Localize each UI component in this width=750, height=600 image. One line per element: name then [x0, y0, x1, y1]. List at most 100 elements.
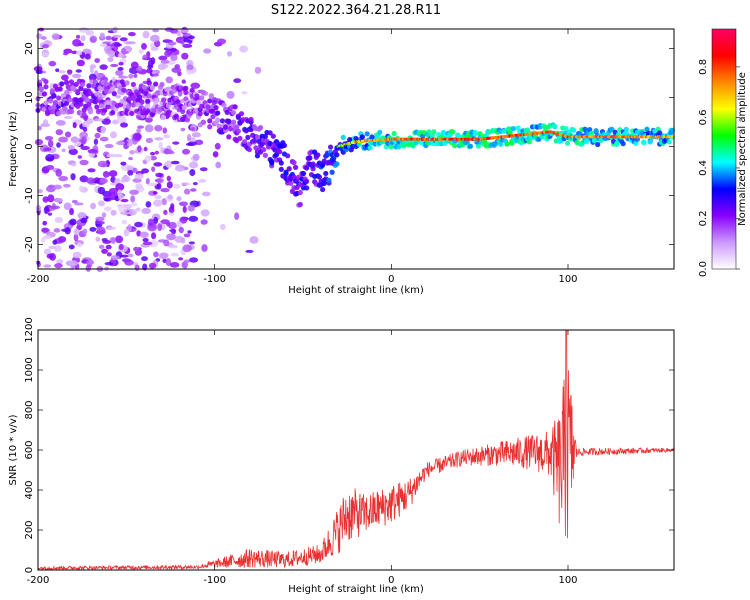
spectrogram-cell — [142, 237, 149, 243]
spectrogram-cell — [182, 148, 191, 155]
spectrogram-cell — [200, 219, 208, 225]
spectrogram-y-tick-label: 10 — [24, 91, 35, 104]
spectrogram-cell — [71, 199, 78, 204]
spectrogram-cell — [178, 201, 189, 207]
spectrogram-cell — [144, 124, 154, 133]
spectrogram-cell — [571, 127, 577, 133]
spectrogram-cell — [58, 136, 69, 143]
spectrogram-cell — [47, 194, 55, 203]
spectrogram-cell — [191, 137, 196, 142]
spectrogram-cell — [115, 235, 124, 244]
spectrogram-cell — [67, 145, 75, 150]
spectrogram-cell — [168, 244, 178, 249]
spectrogram-cell — [112, 26, 118, 34]
spectrogram-cell — [169, 228, 177, 233]
spectrogram-cell — [159, 81, 165, 88]
spectrogram-cell — [59, 81, 65, 87]
spectrogram-cell — [207, 118, 213, 124]
spectrogram-cell — [148, 262, 157, 269]
spectrogram-cell — [176, 221, 183, 228]
snr-x-tick-label: -200 — [27, 575, 50, 586]
snr-y-tick-label: 0 — [24, 567, 35, 573]
spectrogram-cell — [126, 41, 136, 45]
spectrogram-cell — [67, 69, 73, 75]
spectrogram-cell — [190, 127, 196, 131]
spectrogram-cell — [120, 122, 129, 128]
spectrogram-cell — [238, 111, 245, 117]
spectrogram-cell — [89, 64, 97, 69]
spectrogram-cell — [55, 120, 66, 126]
spectrogram-cell — [117, 189, 122, 197]
spectrogram-cell — [178, 226, 184, 234]
spectrogram-cell — [161, 97, 167, 103]
spectrogram-cell — [633, 140, 639, 147]
spectrogram-cell — [34, 138, 43, 146]
spectrogram-cell — [69, 218, 77, 226]
spectrogram-cell — [135, 102, 141, 108]
colorbar-frame — [711, 28, 737, 270]
spectrogram-cell — [262, 133, 268, 140]
spectrogram-frame — [37, 28, 675, 270]
spectrogram-cell — [137, 145, 142, 153]
spectrogram-cell — [69, 207, 74, 216]
spectrogram-cell — [213, 105, 219, 111]
spectrogram-cell — [78, 27, 89, 33]
spectrogram-cell — [75, 69, 82, 73]
spectrogram-cell — [77, 155, 83, 159]
spectrogram-cell — [107, 56, 114, 63]
spectrogram-cell — [591, 138, 598, 144]
snr-y-tick-label: 400 — [24, 480, 35, 499]
spectrogram-cell — [183, 37, 190, 43]
spectrogram-cell — [169, 261, 180, 268]
spectrogram-cell — [87, 109, 94, 115]
spectrogram-cell — [207, 98, 213, 104]
spectrogram-cell — [85, 177, 96, 184]
spectrogram-cell — [53, 245, 62, 252]
spectrogram-cell — [56, 142, 61, 148]
spectrogram-cell — [189, 257, 199, 263]
spectrogram-cell — [195, 99, 202, 105]
spectrogram-cell — [97, 186, 106, 195]
spectrogram-cell — [73, 81, 79, 88]
spectrogram-cell — [283, 170, 289, 177]
spectrogram-cell — [133, 73, 138, 79]
spectrogram-cell — [68, 244, 75, 250]
spectrogram-cell — [121, 87, 127, 93]
spectrogram-cell — [201, 244, 208, 252]
spectrogram-cell — [188, 161, 199, 169]
spectrogram-cell — [426, 129, 432, 135]
spectrogram-cell — [153, 162, 163, 167]
spectrogram-cell — [187, 204, 195, 212]
spectrogram-cell — [57, 86, 63, 92]
spectrogram-cell — [103, 197, 112, 202]
spectrogram-cell — [170, 203, 175, 210]
spectrogram-cell — [297, 201, 303, 208]
spectrogram-cell — [110, 255, 120, 261]
spectrogram-cell — [117, 53, 124, 58]
spectrogram-cell — [186, 133, 192, 142]
spectrogram-cell — [120, 161, 127, 166]
spectrogram-cell — [245, 134, 251, 140]
spectrogram-cell — [172, 183, 181, 189]
spectrogram-cell — [37, 125, 42, 131]
snr-y-tick-label: 1200 — [24, 317, 35, 342]
spectrogram-cell — [55, 68, 60, 72]
spectrogram-cell — [52, 239, 58, 245]
spectrogram-cell — [172, 141, 180, 145]
spectrogram-x-tick-label: -100 — [203, 274, 226, 285]
spectrogram-cell — [86, 101, 92, 107]
spectrogram-cell — [80, 145, 90, 151]
spectrogram-cell — [161, 114, 167, 121]
colorbar-tick-label: 0.2 — [698, 211, 709, 227]
spectrogram-cell — [38, 86, 44, 92]
spectrogram-cell — [49, 88, 55, 94]
spectrogram-cell — [54, 198, 64, 203]
spectrogram-cell — [191, 132, 201, 138]
spectrogram-cell — [163, 239, 170, 247]
spectrogram-cell — [44, 135, 54, 141]
spectrogram-cell — [138, 49, 144, 55]
spectrogram-cell — [170, 54, 178, 61]
spectrogram-cell — [104, 143, 114, 149]
spectrogram-cell — [304, 185, 310, 191]
